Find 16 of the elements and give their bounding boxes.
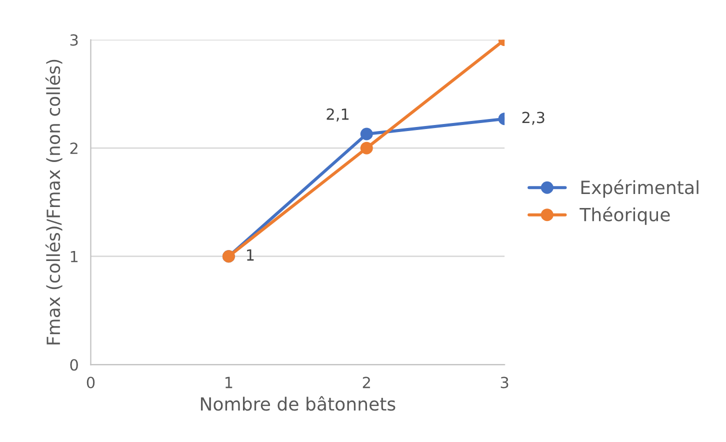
y-tick-label: 2 [70,142,78,154]
x-tick-label: 1 [226,376,232,388]
data-label: 2,3 [522,112,544,125]
y-axis-title: Fmax (collés)/Fmax (non collés) [45,60,62,344]
x-tick-label: 2 [362,376,370,388]
point [360,142,373,154]
y-tick-label: 1 [70,251,78,262]
y-tick-label: 0 [70,359,78,371]
data-label: 1 [247,249,254,261]
x-tick-label: 0 [86,376,95,388]
legend-label: Expérimental [581,180,698,198]
legend-label: Théorique [580,206,670,225]
x-tick-label: 3 [500,376,508,388]
data-label: 2,1 [326,108,349,122]
y-tick-label: 3 [70,34,78,46]
x-axis-title: Nombre de bâtonnets [200,396,396,411]
